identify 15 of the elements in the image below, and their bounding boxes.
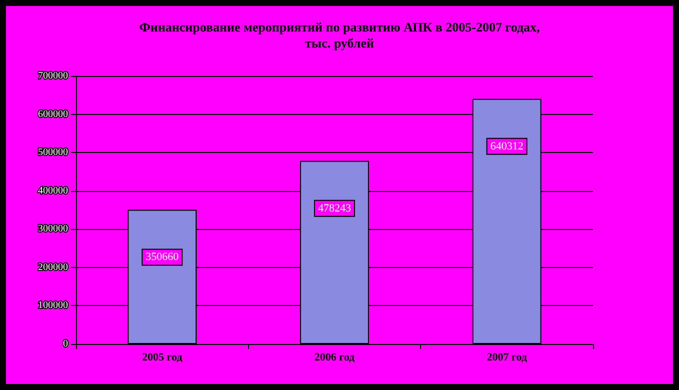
chart-title: Финансирование мероприятий по развитию АПК в 2005-2007 годах, тыс. рублей xyxy=(139,20,540,50)
x-tick-label: 2007 год xyxy=(486,352,528,364)
data-label: 350660 xyxy=(146,251,180,264)
y-tick-label: 600000 xyxy=(38,108,68,120)
data-label: 640312 xyxy=(490,140,524,152)
y-tick-label: 300000 xyxy=(38,224,68,235)
y-tick-label: 200000 xyxy=(38,262,68,273)
x-tick-label: 2005 год xyxy=(142,352,183,364)
x-tick-label: 2006 год xyxy=(314,352,356,364)
y-tick-label: 400000 xyxy=(38,185,68,196)
y-tick-label: 500000 xyxy=(38,147,68,158)
data-label: 478243 xyxy=(318,202,352,214)
y-tick-label: 100000 xyxy=(38,300,68,312)
y-tick-label: 0 xyxy=(63,338,68,350)
y-tick-label: 700000 xyxy=(38,70,68,82)
